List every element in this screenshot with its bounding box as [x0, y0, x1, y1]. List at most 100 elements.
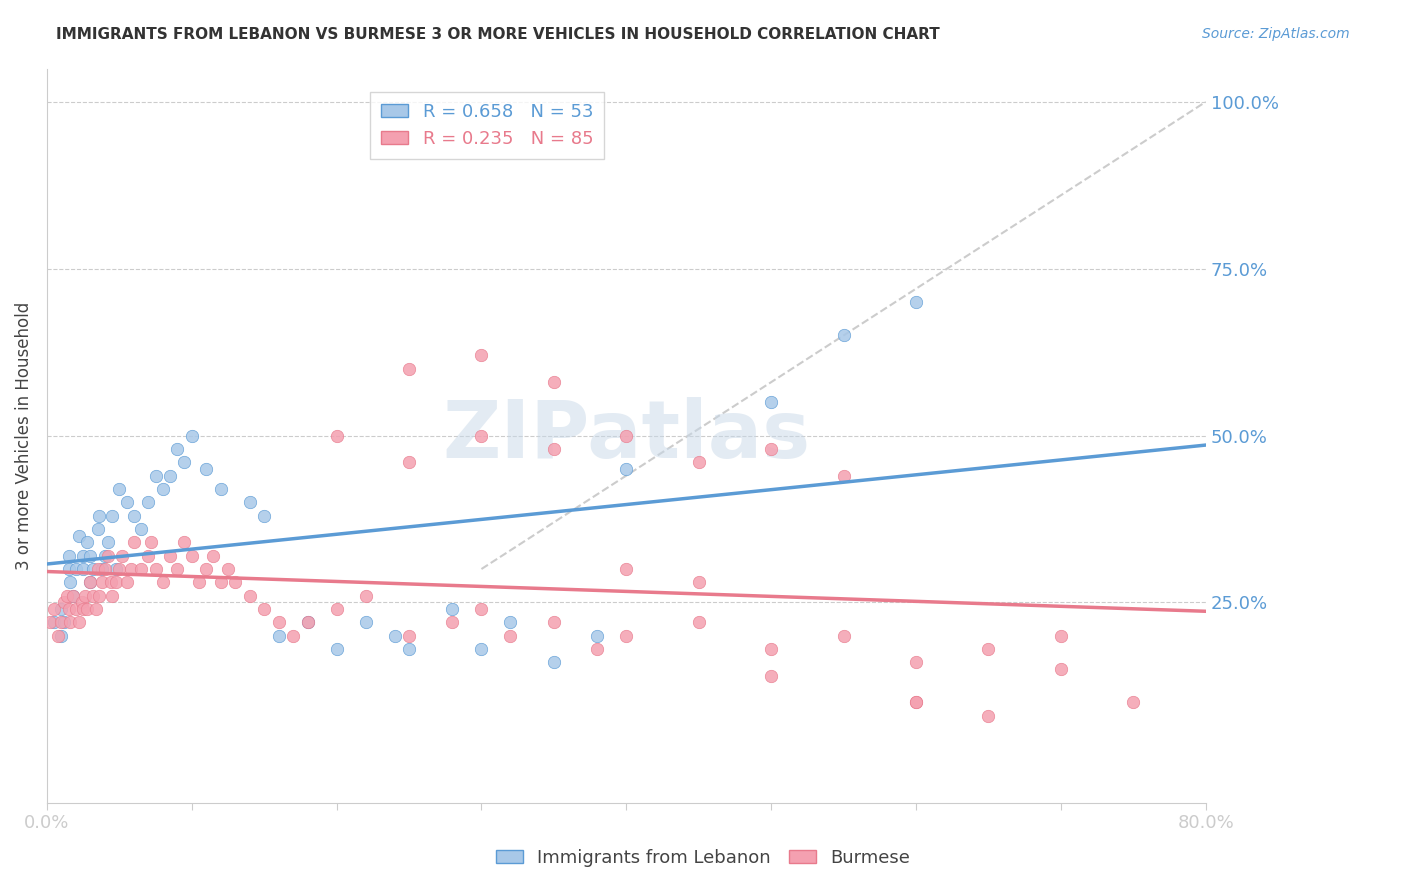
Point [152, 482, 174, 496]
Point [586, 642, 609, 657]
Point [297, 615, 319, 630]
Point [129, 522, 152, 536]
Point [111, 549, 134, 563]
Point [586, 629, 609, 643]
Point [209, 482, 232, 496]
Point [195, 462, 218, 476]
Point [108, 562, 131, 576]
Point [82, 562, 104, 576]
Point [145, 468, 167, 483]
Point [51, 602, 73, 616]
Point [79, 575, 101, 590]
Point [90, 562, 112, 576]
Legend: R = 0.658   N = 53, R = 0.235   N = 85: R = 0.658 N = 53, R = 0.235 N = 85 [370, 92, 605, 159]
Point [1049, 662, 1071, 676]
Point [115, 575, 138, 590]
Point [62, 589, 84, 603]
Point [470, 602, 492, 616]
Point [209, 575, 232, 590]
Text: Source: ZipAtlas.com: Source: ZipAtlas.com [1202, 27, 1350, 41]
Point [94, 562, 117, 576]
Point [62, 589, 84, 603]
Point [173, 535, 195, 549]
Point [398, 642, 420, 657]
Point [100, 575, 122, 590]
Point [76, 535, 98, 549]
Point [441, 615, 464, 630]
Point [543, 656, 565, 670]
Point [297, 615, 319, 630]
Point [159, 549, 181, 563]
Point [94, 549, 117, 563]
Point [67, 615, 90, 630]
Point [120, 562, 142, 576]
Point [253, 602, 276, 616]
Point [76, 602, 98, 616]
Point [180, 428, 202, 442]
Point [904, 295, 927, 310]
Point [58, 602, 80, 616]
Point [759, 642, 782, 657]
Legend: Immigrants from Lebanon, Burmese: Immigrants from Lebanon, Burmese [488, 842, 918, 874]
Point [38, 615, 60, 630]
Point [166, 442, 188, 456]
Point [832, 328, 855, 343]
Point [1122, 696, 1144, 710]
Point [202, 549, 225, 563]
Point [44, 615, 66, 630]
Point [44, 602, 66, 616]
Point [145, 562, 167, 576]
Point [108, 482, 131, 496]
Point [101, 589, 124, 603]
Point [1049, 629, 1071, 643]
Point [136, 495, 159, 509]
Point [51, 629, 73, 643]
Point [759, 395, 782, 409]
Point [84, 602, 107, 616]
Point [688, 455, 710, 469]
Y-axis label: 3 or more Vehicles in Household: 3 or more Vehicles in Household [15, 301, 32, 570]
Point [543, 615, 565, 630]
Point [86, 562, 108, 576]
Point [72, 562, 94, 576]
Point [166, 562, 188, 576]
Point [56, 589, 79, 603]
Point [97, 535, 120, 549]
Point [759, 442, 782, 456]
Point [354, 615, 377, 630]
Point [159, 468, 181, 483]
Point [614, 462, 637, 476]
Point [152, 575, 174, 590]
Point [97, 549, 120, 563]
Point [101, 508, 124, 523]
Point [470, 642, 492, 657]
Point [398, 455, 420, 469]
Point [325, 602, 347, 616]
Point [325, 428, 347, 442]
Text: ZIPatlas: ZIPatlas [441, 397, 810, 475]
Point [65, 602, 87, 616]
Point [688, 575, 710, 590]
Point [441, 602, 464, 616]
Point [398, 361, 420, 376]
Point [59, 575, 82, 590]
Point [470, 428, 492, 442]
Point [87, 589, 110, 603]
Point [977, 709, 1000, 723]
Point [72, 549, 94, 563]
Point [977, 642, 1000, 657]
Point [87, 508, 110, 523]
Point [58, 562, 80, 576]
Point [195, 562, 218, 576]
Point [614, 629, 637, 643]
Point [384, 629, 406, 643]
Point [79, 575, 101, 590]
Point [281, 629, 304, 643]
Point [904, 656, 927, 670]
Point [141, 535, 163, 549]
Point [82, 589, 104, 603]
Point [239, 495, 262, 509]
Point [267, 629, 290, 643]
Point [499, 615, 522, 630]
Point [67, 529, 90, 543]
